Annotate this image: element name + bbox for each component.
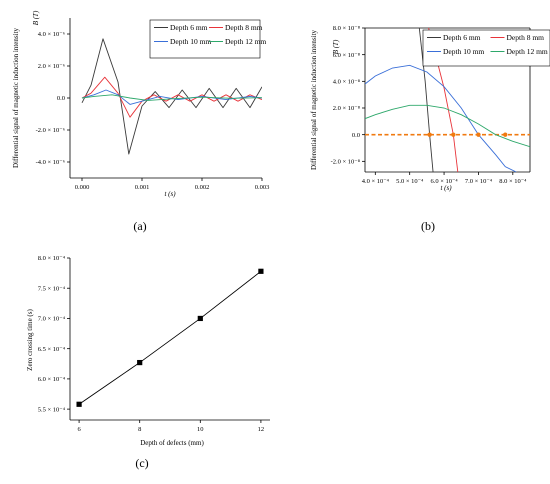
x-tick-label: 8.0 × 10⁻⁴ (499, 178, 527, 185)
series-line (365, 104, 530, 148)
zero-crossing-marker (503, 132, 508, 137)
x-tick-label: 12 (258, 426, 265, 433)
y-axis-title: Differential signal of magnetic inductio… (12, 27, 20, 168)
x-tick-label: 7.0 × 10⁻⁴ (465, 178, 493, 185)
data-point-marker (197, 315, 203, 322)
x-tick-label: 6.0 × 10⁻⁴ (430, 178, 458, 185)
x-tick-label: 6 (77, 426, 81, 433)
y-tick-label: 6.0 × 10⁻⁸ (333, 52, 361, 59)
zero-crossing-marker (451, 132, 456, 137)
y-tick-label: 5.5 × 10⁻⁴ (38, 406, 66, 413)
y-tick-label: 7.5 × 10⁻⁴ (38, 285, 66, 292)
y-tick-label: 6.0 × 10⁻⁴ (38, 376, 66, 383)
legend-label: Depth 12 mm (507, 47, 548, 56)
legend-label: Depth 8 mm (225, 23, 263, 32)
x-tick-label: 8 (138, 426, 141, 433)
y-tick-label: 4.0 × 10⁻⁸ (333, 79, 361, 86)
legend-label: Depth 12 mm (225, 37, 266, 46)
panel-b-label: (b) (421, 219, 435, 233)
series-line (81, 94, 262, 101)
y-tick-label: 2.0 × 10⁻⁶ (38, 63, 65, 70)
legend-box (422, 29, 550, 67)
x-tick-label: 10 (197, 426, 204, 433)
y-axis-title: Zero crossing time (s) (26, 309, 34, 371)
legend-label: Depth 6 mm (443, 33, 481, 42)
zero-crossing-marker (476, 132, 481, 137)
y-tick-label: 0.0 (57, 95, 65, 102)
y-tick-label: 0.0 (352, 132, 360, 139)
y-tick-label: -4.0 × 10⁻⁶ (36, 159, 65, 166)
y-tick-label: 7.0 × 10⁻⁴ (38, 316, 66, 323)
legend-label: Depth 8 mm (507, 33, 545, 42)
panel-a-label: (a) (133, 219, 146, 233)
y-tick-label: 8.0 × 10⁻⁴ (38, 255, 66, 262)
x-axis-title: Depth of defects (mm) (140, 439, 204, 447)
panel-c: 6 8 10 12 5.5 × 10⁻⁴ 6.0 × 10⁻⁴ 6.5 × 10⁻⁴ 7.0 … (26, 255, 270, 447)
x-tick-label: 0.002 (195, 184, 210, 191)
panel-c-label: (c) (135, 456, 148, 470)
legend-label: Depth 6 mm (170, 23, 208, 32)
x-tick-label: 5.0 × 10⁻⁴ (396, 178, 424, 185)
x-axis-title: t (s) (164, 190, 176, 198)
legend-box (149, 19, 261, 59)
x-tick-label: 0.001 (135, 184, 150, 191)
data-point-marker (76, 401, 82, 407)
y-tick-label: -2.0 × 10⁻⁶ (36, 127, 65, 134)
series-line (81, 76, 262, 118)
legend-label: Depth 10 mm (170, 37, 211, 46)
y-tick-label: -2.0 × 10⁻⁸ (331, 159, 361, 166)
series-line (78, 270, 262, 405)
y-axis-title: Differential signal of magnetic inductio… (310, 29, 318, 170)
series-line (81, 38, 262, 155)
data-point-marker (137, 359, 143, 366)
panel-a: 0.000 0.001 0.002 0.003 -4.0 × 10⁻⁶ -2.0 × 10… (12, 10, 269, 198)
x-tick-label: 0.003 (255, 184, 270, 191)
x-axis-title: t (s) (440, 184, 452, 192)
series-line (81, 89, 262, 105)
data-point-marker (258, 268, 264, 274)
series-line (365, 64, 517, 172)
panel-b: 4.0 × 10⁻⁴ 5.0 × 10⁻⁴ 6.0 × 10⁻⁴ 7.0 × 10⁻⁴… (310, 25, 550, 192)
y-tick-label: 2.0 × 10⁻⁸ (333, 105, 361, 112)
y-tick-label: 4.0 × 10⁻⁶ (38, 31, 65, 38)
x-tick-label: 4.0 × 10⁻⁴ (362, 178, 390, 185)
y-axis-unit: B (T) (332, 39, 340, 54)
zero-crossing-marker (427, 132, 432, 137)
series-line (418, 28, 434, 172)
y-axis-unit: B (T) (32, 10, 40, 25)
x-tick-label: 0.000 (75, 184, 90, 191)
y-tick-label: 8.0 × 10⁻⁸ (333, 25, 361, 32)
legend-label: Depth 10 mm (443, 47, 484, 56)
y-tick-label: 6.5 × 10⁻⁴ (38, 346, 66, 353)
